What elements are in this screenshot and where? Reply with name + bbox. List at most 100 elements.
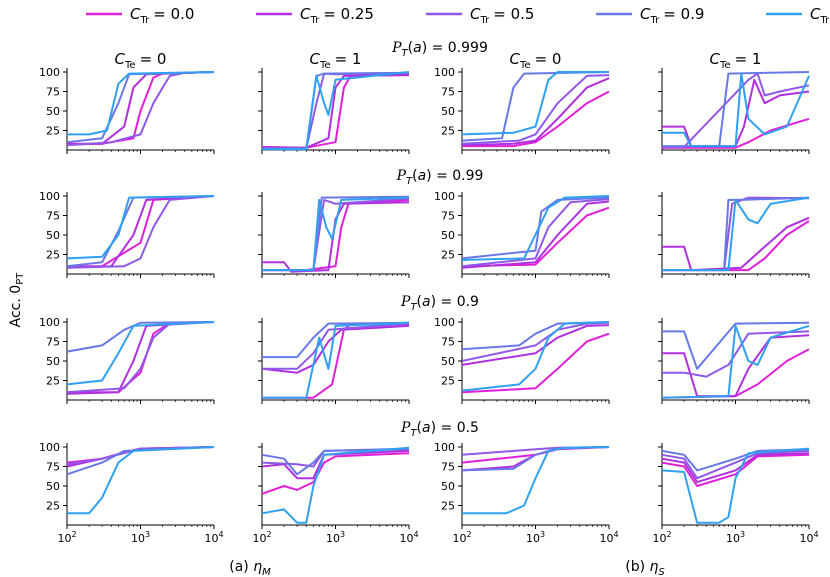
legend-label-2: CTr = 0.5 xyxy=(470,5,534,26)
series-line-3 xyxy=(461,446,610,472)
y-tick-label: 25 xyxy=(46,125,60,138)
panel-r0-c2: 25 50 75 100 xyxy=(434,66,610,154)
series-line-4 xyxy=(67,71,215,136)
y-tick-label: 50 xyxy=(46,229,60,242)
legend-label-0: CTr = 0.0 xyxy=(130,5,194,26)
y-tick-label: 100 xyxy=(434,190,455,203)
bottom-labels: (a) ηM (b) ηS xyxy=(229,559,665,577)
y-tick-label: 75 xyxy=(46,86,60,99)
panel-r3-c0: 25 50 75 100 102 103 104 xyxy=(39,441,224,545)
row-title-3: PT(a) = 0.5 xyxy=(400,420,479,439)
y-tick-label: 25 xyxy=(46,500,60,513)
y-tick-label: 100 xyxy=(39,190,60,203)
series-line-1 xyxy=(66,321,215,395)
series-line-0 xyxy=(67,195,215,268)
series-line-4 xyxy=(662,72,810,148)
panel-r2-c2: 25 50 75 100 xyxy=(434,316,610,404)
legend-label-1: CTr = 0.25 xyxy=(300,5,374,26)
row-title-1: PT(a) = 0.99 xyxy=(396,168,484,187)
series-line-0 xyxy=(462,90,610,148)
panel-r3-c1: 102 103 104 xyxy=(252,443,419,545)
series-line-4 xyxy=(661,324,810,399)
series-line-3 xyxy=(66,195,215,268)
x-tick-label: 104 xyxy=(599,530,618,545)
y-tick-label: 25 xyxy=(441,125,455,138)
series-line-0 xyxy=(461,332,610,394)
y-tick-label: 100 xyxy=(434,441,455,454)
series-line-2 xyxy=(262,197,410,272)
series-line-2 xyxy=(66,446,215,466)
series-line-4 xyxy=(262,196,410,272)
panel-r3-c2: 25 50 75 100 102 103 104 xyxy=(434,441,619,545)
series-line-1 xyxy=(461,200,610,269)
y-tick-label: 100 xyxy=(39,441,60,454)
series-line-3 xyxy=(261,447,410,476)
x-tick-label: 103 xyxy=(526,530,545,545)
series-line-1 xyxy=(461,446,610,472)
y-axis-label: Acc. 0PT xyxy=(8,272,26,328)
series-line-1 xyxy=(461,324,610,366)
y-tick-label: 50 xyxy=(46,355,60,368)
series-line-1 xyxy=(662,216,810,272)
x-tick-label: 102 xyxy=(252,530,271,545)
series-line-0 xyxy=(661,453,810,487)
panel-r1-c3 xyxy=(658,192,810,278)
y-tick-label: 75 xyxy=(46,336,60,349)
legend: CTr= 0.0 CTr= 0.25 CTr= 0.5 CTr= 0.9 CTr= 1.… xyxy=(86,5,830,26)
y-tick-label: 25 xyxy=(441,500,455,513)
series-line-0 xyxy=(262,198,410,272)
series-line-0 xyxy=(261,452,410,495)
row-title-2: PT(a) = 0.9 xyxy=(400,294,479,313)
y-tick-label: 75 xyxy=(46,210,60,223)
series-line-3 xyxy=(66,321,215,353)
series-line-3 xyxy=(66,71,215,144)
y-tick-label: 50 xyxy=(46,480,60,493)
series-line-4 xyxy=(262,321,410,399)
x-tick-label: 104 xyxy=(399,530,418,545)
panel-r0-c0: 25 50 75 100 xyxy=(39,66,215,154)
series-line-1 xyxy=(661,452,810,484)
series-line-2 xyxy=(461,74,610,145)
panel-r2-c1 xyxy=(258,318,410,404)
x-tick-label: 104 xyxy=(204,530,223,545)
series-line-3 xyxy=(262,321,410,359)
series-line-2 xyxy=(262,322,410,370)
panel-r2-c3 xyxy=(658,318,810,404)
series-line-0 xyxy=(662,117,810,149)
legend-label-3: CTr = 0.9 xyxy=(640,5,704,26)
y-tick-label: 100 xyxy=(39,316,60,329)
y-tick-label: 100 xyxy=(39,66,60,79)
y-tick-label: 50 xyxy=(441,229,455,242)
y-tick-label: 25 xyxy=(441,375,455,388)
panel-r0-c3 xyxy=(658,68,810,154)
y-tick-label: 100 xyxy=(434,316,455,329)
series-line-1 xyxy=(662,334,810,398)
y-tick-label: 50 xyxy=(441,480,455,493)
panel-r3-c3: 102 103 104 xyxy=(652,443,819,545)
y-tick-label: 50 xyxy=(46,105,60,118)
column-title-2: CTe = 0 xyxy=(510,50,562,71)
series-line-1 xyxy=(461,77,610,147)
series-line-4 xyxy=(461,321,610,392)
y-label-main: Acc. 0 xyxy=(8,285,24,328)
series-line-4 xyxy=(661,447,810,524)
series-line-4 xyxy=(262,71,410,151)
y-tick-label: 75 xyxy=(441,461,455,474)
y-tick-label: 25 xyxy=(46,375,60,388)
column-titles: CTe = 0 CTe = 1 CTe = 0 CTe = 1 xyxy=(115,50,762,71)
series-line-3 xyxy=(461,71,610,142)
series-line-1 xyxy=(662,78,810,148)
series-line-4 xyxy=(67,446,215,515)
x-tick-label: 103 xyxy=(726,530,745,545)
x-tick-label: 102 xyxy=(57,530,76,545)
series-line-3 xyxy=(461,196,610,260)
x-tick-label: 103 xyxy=(326,530,345,545)
column-title-1: CTe = 1 xyxy=(310,50,362,71)
series-line-2 xyxy=(662,330,810,378)
series-line-4 xyxy=(461,195,610,261)
series-line-4 xyxy=(261,446,410,524)
series-line-2 xyxy=(66,195,215,269)
panel-r2-c0: 25 50 75 100 xyxy=(39,316,215,404)
svg-text:Acc. 0PT: Acc. 0PT xyxy=(8,272,26,328)
